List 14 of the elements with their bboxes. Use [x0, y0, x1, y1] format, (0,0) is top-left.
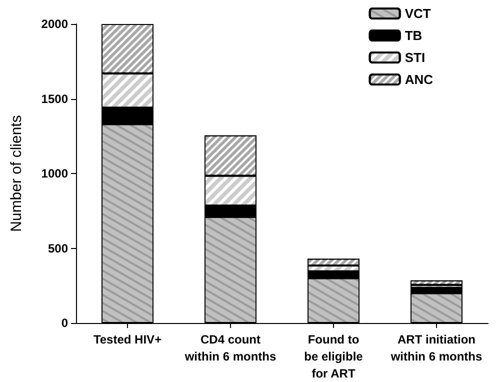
y-tick-label: 1000: [41, 166, 68, 180]
y-tick-label: 500: [48, 241, 68, 256]
legend-label: ANC: [404, 72, 434, 87]
y-axis-title: Number of clients: [8, 115, 25, 232]
y-tick-label: 0: [61, 316, 68, 330]
x-tick-label: ART initiation within 6 months: [390, 332, 482, 364]
legend-label: STI: [404, 50, 426, 65]
y-tick-label: 1500: [41, 92, 68, 106]
x-tick-label: CD4 count within 6 months: [184, 332, 276, 364]
x-tick-label: Found to be eligible for ART: [304, 332, 364, 380]
legend-label: TB: [404, 28, 422, 43]
x-tick-label: Tested HIV+: [93, 332, 162, 346]
y-tick-label: 2000: [41, 17, 68, 31]
legend-label: VCT: [404, 6, 431, 21]
